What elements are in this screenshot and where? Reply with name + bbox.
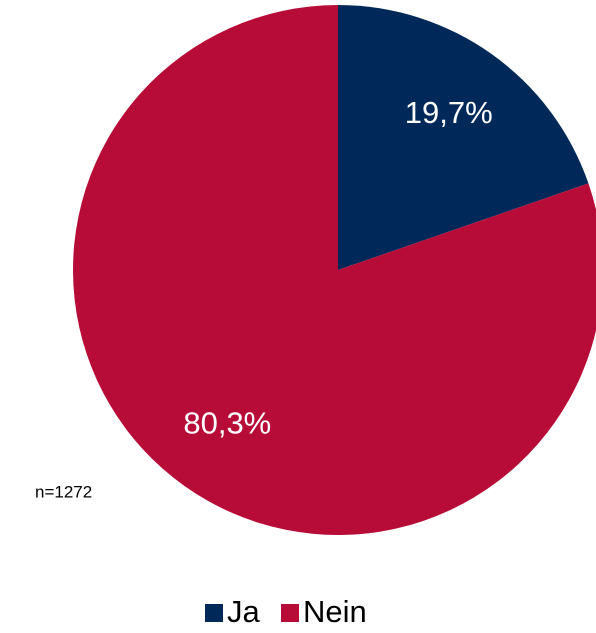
legend-swatch — [281, 604, 299, 622]
pie-slice — [73, 5, 596, 535]
annotation: n=1272 — [35, 482, 92, 501]
data-label: 80,3% — [183, 406, 271, 441]
legend-swatch — [205, 604, 223, 622]
pie-slice — [338, 5, 589, 270]
legend-label: Nein — [303, 594, 367, 629]
data-label: 19,7% — [405, 95, 493, 130]
legend-label: Ja — [227, 594, 261, 629]
